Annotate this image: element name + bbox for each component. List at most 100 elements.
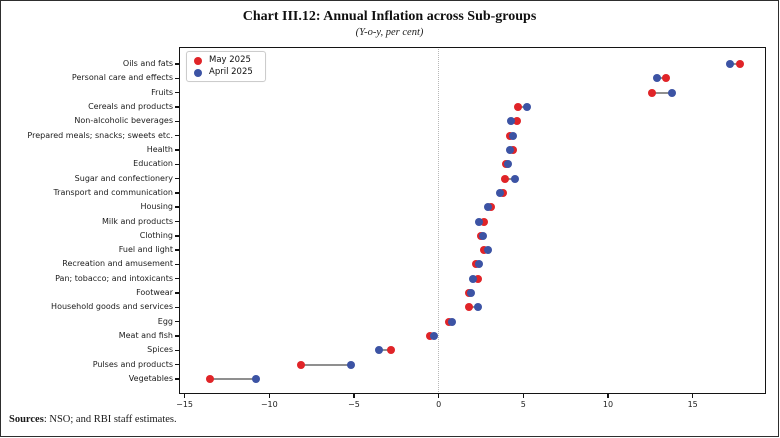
- category-label: Egg: [157, 316, 173, 326]
- x-tick-label: 0: [436, 400, 442, 409]
- category-label: Non-alcoholic beverages: [74, 116, 173, 126]
- legend-label-april: April 2025: [209, 67, 253, 77]
- data-point-april: [468, 274, 477, 283]
- x-tick-mark: [522, 394, 524, 398]
- category-label: Health: [146, 144, 173, 154]
- y-tick-mark: [175, 220, 179, 223]
- data-point-may: [465, 303, 474, 312]
- y-tick-mark: [175, 163, 179, 165]
- data-point-may: [297, 360, 306, 369]
- x-tick-label: 10: [602, 400, 614, 409]
- data-point-may: [661, 74, 670, 83]
- legend-marker-may-icon: [194, 56, 202, 65]
- category-label: Housing: [140, 202, 173, 212]
- connector-line: [469, 306, 478, 309]
- category-label: Fuel and light: [118, 245, 173, 255]
- x-tick-label: −5: [348, 400, 360, 409]
- y-tick-mark: [175, 249, 179, 251]
- x-tick-mark: [437, 394, 440, 398]
- data-point-april: [466, 289, 475, 298]
- data-point-may: [514, 102, 523, 111]
- y-tick-mark: [175, 235, 179, 237]
- x-tick-mark: [183, 394, 186, 398]
- data-point-april: [475, 217, 484, 226]
- category-label: Household goods and services: [51, 302, 173, 312]
- y-tick-mark: [175, 335, 179, 337]
- y-tick-mark: [175, 149, 179, 151]
- legend-label-may: May 2025: [209, 55, 251, 65]
- data-point-april: [483, 246, 492, 255]
- data-point-april: [475, 260, 484, 269]
- data-point-april: [505, 145, 514, 154]
- y-tick-mark: [175, 278, 179, 280]
- data-point-april: [483, 203, 492, 212]
- data-point-april: [522, 102, 531, 111]
- data-point-april: [510, 174, 519, 183]
- data-point-april: [504, 160, 513, 169]
- y-tick-mark: [175, 206, 179, 208]
- data-point-april: [509, 131, 518, 140]
- data-point-april: [653, 74, 662, 83]
- data-point-may: [480, 217, 489, 226]
- y-tick-mark: [175, 321, 179, 323]
- data-point-april: [346, 360, 355, 369]
- category-label: Sugar and confectionery: [74, 173, 173, 183]
- plot-frame: [179, 47, 766, 394]
- data-point-april: [725, 60, 734, 68]
- data-point-may: [205, 375, 214, 383]
- category-label: Prepared meals; snacks; sweets etc.: [27, 130, 173, 140]
- data-point-may: [512, 117, 521, 126]
- x-tick-mark: [691, 394, 694, 398]
- plot-area: May 2025 April 2025: [179, 47, 766, 394]
- category-label: Pulses and products: [92, 359, 173, 369]
- data-point-april: [507, 117, 516, 126]
- connector-line: [301, 363, 351, 366]
- y-tick-mark: [175, 91, 179, 94]
- connector-line: [729, 63, 741, 65]
- data-point-april: [473, 303, 482, 312]
- data-point-april: [251, 375, 260, 383]
- y-tick-mark: [175, 292, 179, 294]
- connector-line: [379, 349, 392, 352]
- x-tick-mark: [353, 394, 355, 398]
- category-label: Cereals and products: [88, 101, 173, 111]
- y-tick-mark: [175, 63, 179, 65]
- y-tick-mark: [175, 192, 179, 194]
- legend-marker-april-icon: [194, 68, 202, 77]
- data-point-april: [668, 88, 677, 97]
- data-point-may: [500, 174, 509, 183]
- category-label: Milk and products: [101, 216, 173, 226]
- data-point-april: [429, 332, 438, 341]
- category-label: Transport and communication: [53, 187, 173, 197]
- data-point-april: [448, 317, 457, 326]
- category-label: Fruits: [151, 87, 173, 97]
- data-point-may: [648, 88, 657, 97]
- y-tick-mark: [175, 120, 179, 122]
- y-tick-mark: [175, 378, 179, 380]
- legend: May 2025 April 2025: [186, 51, 266, 82]
- category-label: Meat and fish: [118, 331, 173, 341]
- category-label: Footwear: [136, 288, 173, 298]
- category-label: Vegetables: [128, 374, 173, 383]
- x-tick-label: 5: [520, 400, 526, 409]
- category-label: Clothing: [139, 230, 173, 240]
- connector-line: [209, 378, 256, 380]
- source-note-label: Sources: [9, 414, 44, 425]
- category-label: Personal care and effects: [71, 73, 173, 83]
- data-point-april: [478, 231, 487, 240]
- y-tick-mark: [175, 363, 179, 366]
- source-note-text: : NSO; and RBI staff estimates.: [43, 414, 177, 425]
- y-tick-mark: [175, 263, 179, 266]
- x-tick-label: −10: [260, 400, 278, 409]
- chart-subtitle: (Y-o-y, per cent): [355, 27, 424, 38]
- x-tick-label: −15: [176, 400, 194, 409]
- connector-line: [652, 91, 673, 94]
- category-label: Recreation and amusement: [62, 259, 173, 269]
- connector-line: [518, 105, 527, 108]
- legend-item-may: May 2025: [194, 56, 253, 65]
- source-note: Sources: NSO; and RBI staff estimates.: [9, 414, 177, 425]
- x-tick-mark: [607, 394, 609, 398]
- legend-item-april: April 2025: [194, 68, 253, 77]
- connector-line: [504, 177, 515, 180]
